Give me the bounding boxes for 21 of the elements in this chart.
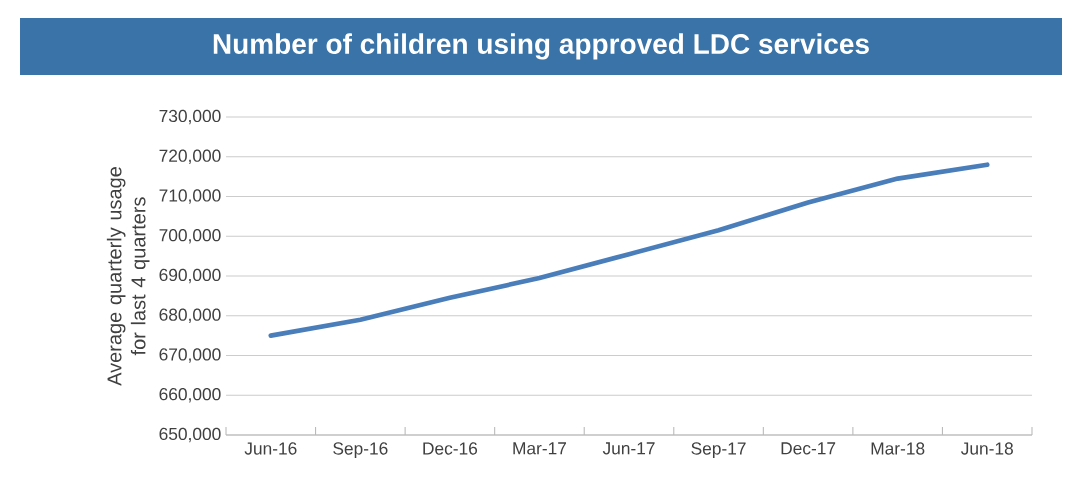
y-axis-title: Average quarterly usage for last 4 quarters [106,167,150,386]
x-tick-label: Jun-16 [244,442,297,455]
y-tick-label: 710,000 [159,189,221,204]
line-series [268,162,990,338]
x-tick-label: Dec-17 [781,442,836,455]
x-tick-label: Jun-17 [602,442,655,455]
y-tick-label: 670,000 [159,348,221,363]
y-tick-label: 720,000 [159,149,221,164]
chart-title: Number of children using approved LDC services [213,33,869,60]
x-tick-label: Mar-17 [513,442,567,455]
x-tick-label: Mar-18 [871,442,925,455]
x-tick-label: Sep-16 [333,442,388,459]
y-tick-label: 680,000 [159,308,221,323]
y-tick-label: 730,000 [159,109,221,125]
y-tick-label: 700,000 [159,229,221,244]
x-tick-label: Sep-17 [691,442,746,459]
x-tick-label: Dec-16 [423,442,478,455]
y-tick-label: 690,000 [159,268,221,284]
x-tick-label: Jun-18 [960,442,1013,455]
y-tick-label: 660,000 [159,388,221,403]
y-tick-label: 650,000 [159,427,221,443]
